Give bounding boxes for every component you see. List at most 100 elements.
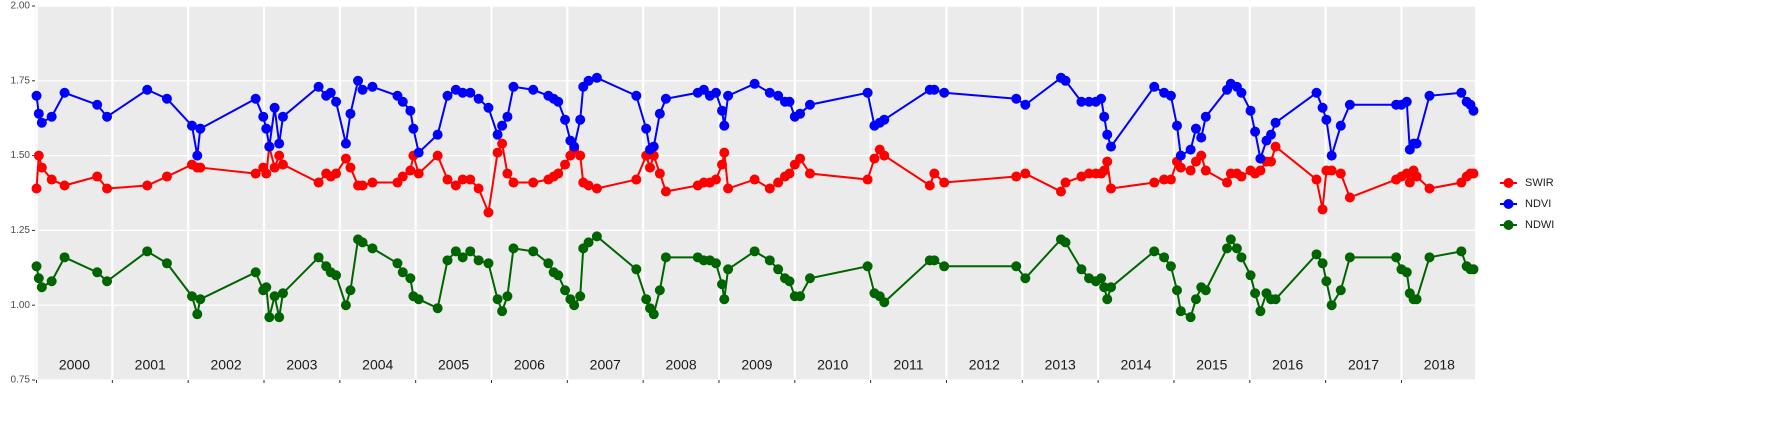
data-point — [1335, 120, 1346, 131]
data-point — [528, 246, 539, 257]
data-point — [508, 81, 519, 92]
data-point — [1270, 294, 1281, 305]
data-point — [804, 273, 815, 284]
data-point — [583, 237, 594, 248]
data-point — [142, 84, 153, 95]
data-point — [1190, 294, 1201, 305]
year-label: 2001 — [135, 357, 166, 373]
data-point — [59, 252, 70, 263]
data-point — [465, 87, 476, 98]
data-point — [1317, 102, 1328, 113]
data-point — [1266, 129, 1277, 140]
data-point — [660, 186, 671, 197]
data-point — [543, 258, 554, 269]
data-point — [1011, 171, 1022, 182]
data-point — [1468, 105, 1479, 116]
data-point — [1326, 150, 1337, 161]
data-point — [465, 174, 476, 185]
data-point — [192, 150, 203, 161]
data-point — [497, 138, 508, 149]
data-point — [264, 312, 275, 323]
data-point — [929, 255, 940, 266]
data-point — [773, 177, 784, 188]
data-point — [508, 177, 519, 188]
data-point — [353, 75, 364, 86]
data-point — [1165, 261, 1176, 272]
data-point — [397, 96, 408, 107]
data-point — [1149, 177, 1160, 188]
data-point — [939, 87, 950, 98]
data-point — [631, 90, 642, 101]
data-point — [1401, 96, 1412, 107]
data-point — [269, 102, 280, 113]
data-point — [764, 255, 775, 266]
data-point — [1106, 282, 1117, 293]
data-point — [1175, 306, 1186, 317]
data-point — [46, 276, 57, 287]
data-point — [575, 114, 586, 125]
data-point — [340, 153, 351, 164]
data-point — [1171, 285, 1182, 296]
data-point — [331, 96, 342, 107]
year-label: 2002 — [211, 357, 242, 373]
data-point — [1096, 93, 1107, 104]
data-point — [250, 93, 261, 104]
legend-key-point — [1503, 199, 1514, 209]
data-point — [1222, 177, 1233, 188]
data-point — [473, 183, 484, 194]
data-point — [553, 270, 564, 281]
year-label: 2014 — [1120, 357, 1151, 373]
data-point — [1185, 312, 1196, 323]
data-point — [46, 174, 57, 185]
data-point — [195, 294, 206, 305]
data-point — [719, 120, 730, 131]
data-point — [553, 168, 564, 179]
data-point — [1159, 252, 1170, 263]
year-label: 2009 — [741, 357, 772, 373]
data-point — [1335, 285, 1346, 296]
data-point — [31, 261, 42, 272]
data-point — [583, 75, 594, 86]
data-point — [644, 162, 655, 173]
series-line — [35, 76, 1475, 163]
data-point — [325, 87, 336, 98]
data-point — [497, 306, 508, 317]
data-point — [1222, 243, 1233, 254]
data-point — [1200, 111, 1211, 122]
data-point — [1255, 153, 1266, 164]
year-label: 2005 — [438, 357, 469, 373]
data-point — [92, 267, 103, 278]
data-point — [473, 93, 484, 104]
legend-label: NDVI — [1525, 198, 1551, 210]
data-point — [59, 180, 70, 191]
data-point — [575, 291, 586, 302]
data-point — [1321, 114, 1332, 125]
data-point — [641, 294, 652, 305]
data-point — [862, 87, 873, 98]
data-point — [1055, 186, 1066, 197]
data-point — [397, 171, 408, 182]
data-point — [719, 147, 730, 158]
data-point — [457, 252, 468, 263]
data-point — [492, 129, 503, 140]
data-point — [879, 114, 890, 125]
data-point — [1020, 273, 1031, 284]
data-point — [508, 243, 519, 254]
data-point — [186, 291, 197, 302]
y-tick-label: 1.00 — [11, 300, 31, 311]
data-point — [405, 273, 416, 284]
data-point — [313, 81, 324, 92]
data-point — [1317, 204, 1328, 215]
y-tick-label: 1.75 — [11, 75, 31, 86]
data-point — [654, 108, 665, 119]
data-point — [1270, 117, 1281, 128]
legend-label: SWIR — [1525, 177, 1554, 189]
data-point — [569, 300, 580, 311]
year-label: 2008 — [665, 357, 696, 373]
data-point — [641, 123, 652, 134]
data-point — [1149, 81, 1160, 92]
data-point — [277, 111, 288, 122]
data-point — [804, 168, 815, 179]
data-point — [1231, 243, 1242, 254]
data-point — [142, 180, 153, 191]
